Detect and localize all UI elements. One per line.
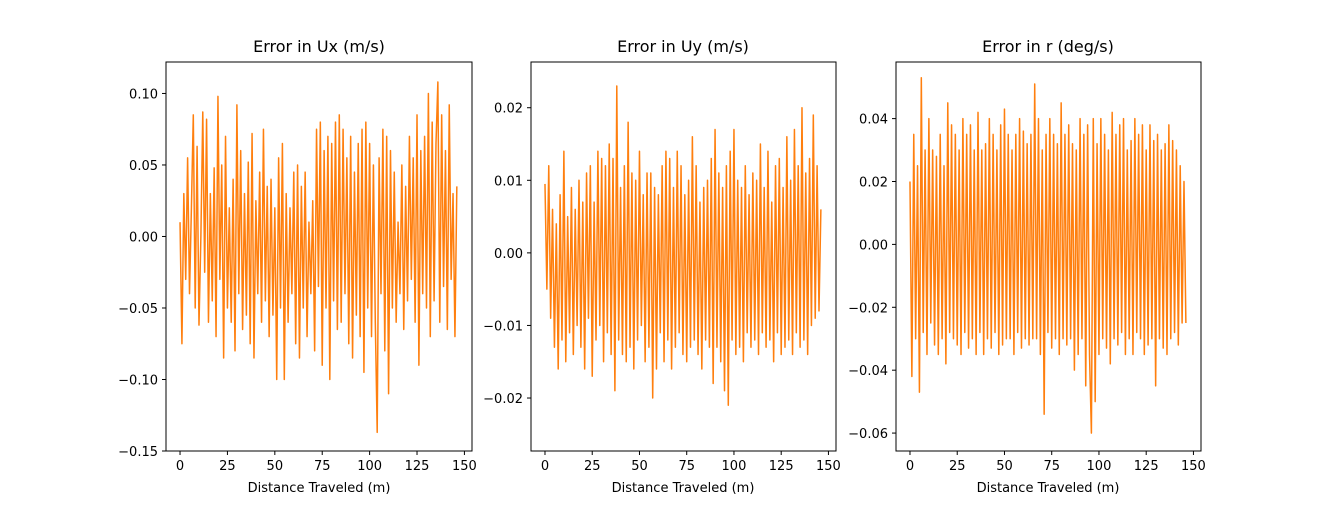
chart-title: Error in r (deg/s): [982, 37, 1114, 56]
axes-frame: [165, 61, 473, 452]
x-tick-label: 75: [678, 459, 695, 474]
x-tick-label: 0: [541, 459, 549, 474]
y-tick-label: 0.00: [494, 247, 523, 262]
x-tick-label: 25: [584, 459, 601, 474]
series-line: [909, 76, 1187, 434]
axes-frame: [895, 61, 1202, 452]
x-tick-label: 150: [1181, 459, 1206, 474]
y-tick-label: 0.01: [494, 174, 523, 189]
x-tick-label: 50: [996, 459, 1013, 474]
plot-area: [544, 85, 822, 407]
series-line: [544, 85, 822, 407]
y-tick-label: 0.02: [494, 102, 523, 117]
x-tick-label: 50: [267, 459, 284, 474]
series-line: [179, 81, 458, 434]
x-tick-label: 50: [631, 459, 648, 474]
x-tick-label: 150: [452, 459, 477, 474]
axis-ticks: 0 25 50 75 100 125 150 −0.06 −0.04 −0.02 0.00 0.02 0…: [848, 113, 1206, 474]
x-axis-label: Distance Traveled (m): [977, 481, 1120, 496]
x-tick-label: 75: [1043, 459, 1060, 474]
y-tick-label: 0.02: [859, 175, 888, 190]
x-tick-label: 125: [769, 459, 794, 474]
x-tick-label: 125: [405, 459, 430, 474]
y-tick-label: −0.06: [848, 427, 888, 442]
x-tick-label: 25: [949, 459, 966, 474]
x-axis-label: Distance Traveled (m): [612, 481, 755, 496]
y-tick-label: −0.02: [483, 392, 523, 407]
x-tick-label: 0: [176, 459, 184, 474]
plot-area: [909, 76, 1187, 434]
axis-ticks: 0 25 50 75 100 125 150 −0.02 −0.01 0.00 0.01 0.02: [483, 102, 841, 474]
y-tick-label: −0.05: [118, 302, 158, 317]
x-tick-label: 100: [722, 459, 747, 474]
x-tick-label: 25: [219, 459, 236, 474]
y-tick-label: −0.10: [118, 373, 158, 388]
subplot-r: Error in r (deg/s) Distance Traveled (m)…: [848, 37, 1206, 496]
y-tick-label: 0.10: [129, 87, 158, 102]
y-tick-label: 0.04: [859, 113, 888, 128]
x-axis-label: Distance Traveled (m): [248, 481, 391, 496]
y-tick-label: −0.15: [118, 445, 158, 460]
x-tick-label: 100: [1087, 459, 1112, 474]
y-tick-label: 0.00: [129, 230, 158, 245]
x-tick-label: 0: [906, 459, 914, 474]
plot-area: [179, 81, 458, 434]
x-tick-label: 75: [314, 459, 331, 474]
subplot-ux: Error in Ux (m/s) Distance Traveled (m) …: [118, 37, 477, 496]
y-tick-label: 0.00: [859, 238, 888, 253]
chart-title: Error in Ux (m/s): [253, 37, 385, 56]
axis-ticks: 0 25 50 75 100 125 150 −0.15 −0.10 −0.05 0.00 0.05 0…: [118, 87, 477, 474]
x-tick-label: 150: [816, 459, 841, 474]
subplot-uy: Error in Uy (m/s) Distance Traveled (m) …: [483, 37, 841, 496]
y-tick-label: −0.02: [848, 301, 888, 316]
axes-frame: [530, 61, 837, 452]
chart-title: Error in Uy (m/s): [617, 37, 749, 56]
y-tick-label: −0.04: [848, 364, 888, 379]
y-tick-label: 0.05: [129, 159, 158, 174]
y-tick-label: −0.01: [483, 319, 523, 334]
x-tick-label: 100: [357, 459, 382, 474]
x-tick-label: 125: [1134, 459, 1159, 474]
